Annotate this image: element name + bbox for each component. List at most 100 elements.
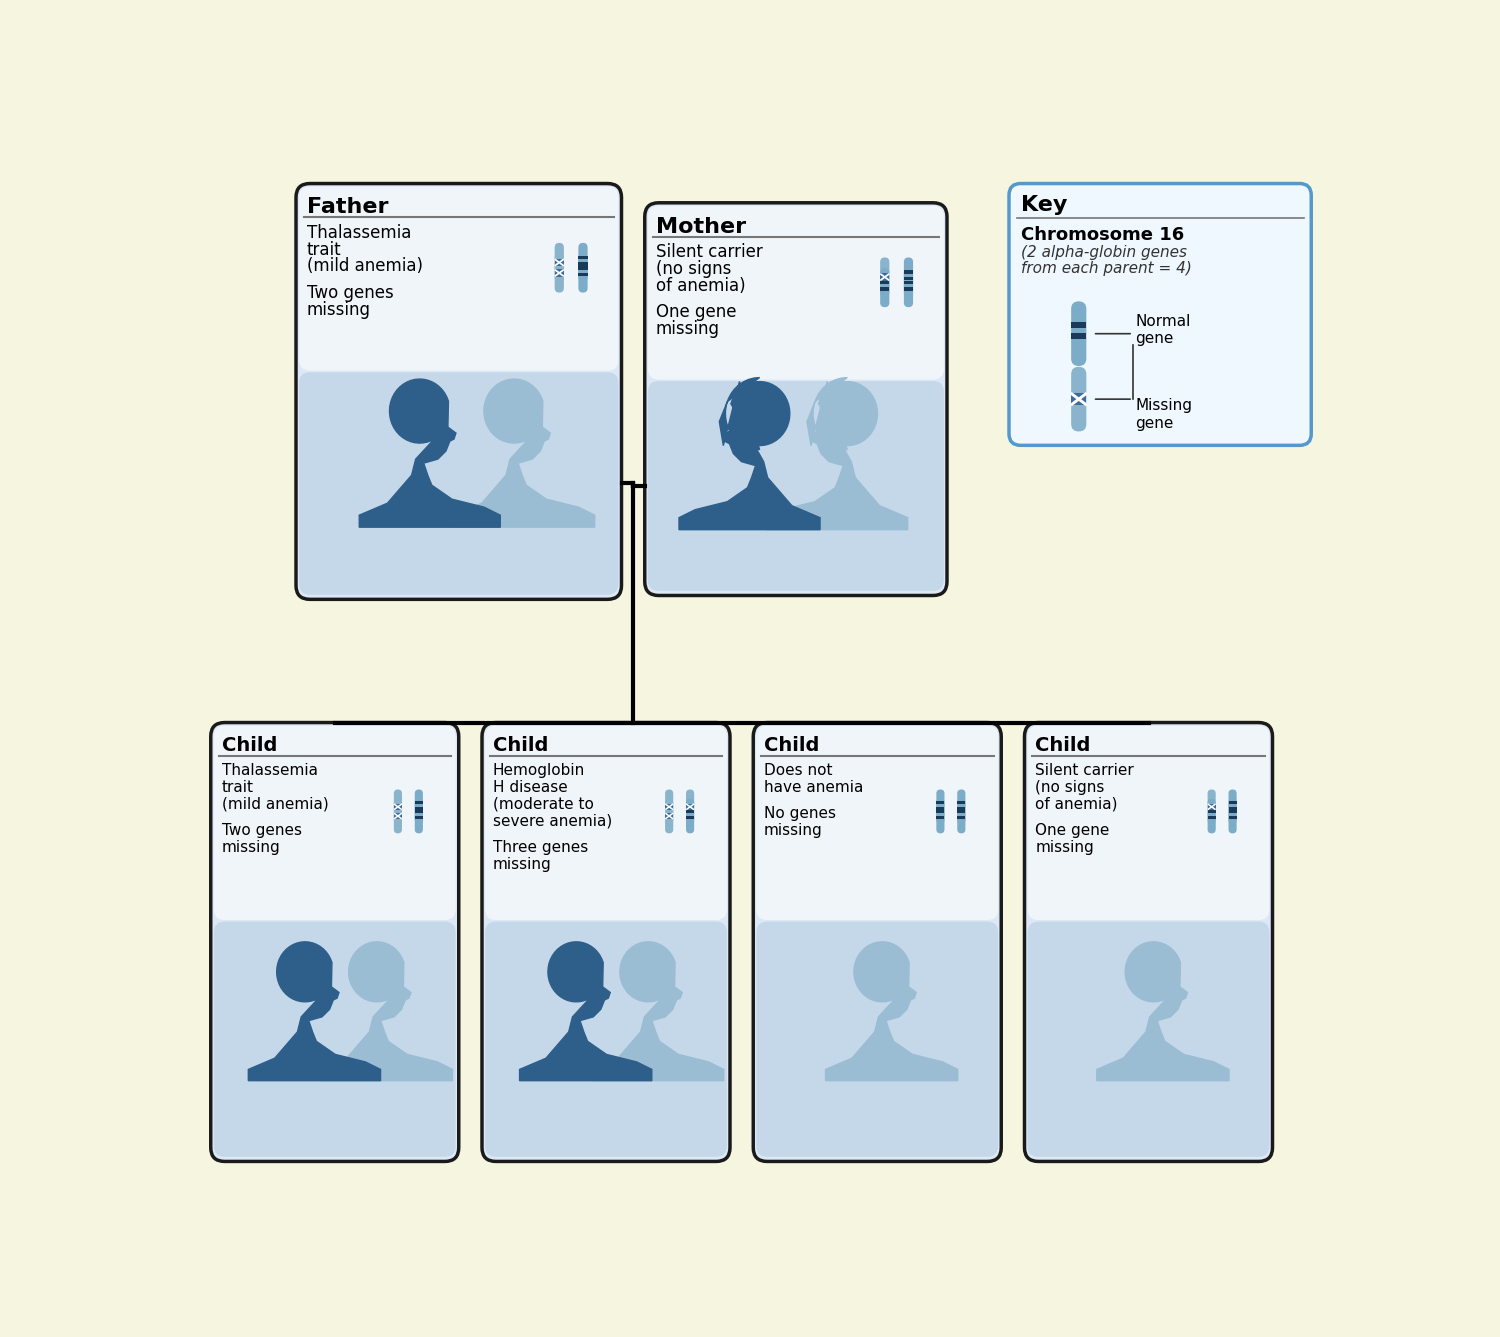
Text: (2 alpha-globin genes: (2 alpha-globin genes [1020,245,1186,261]
FancyBboxPatch shape [210,722,459,1162]
Text: (no signs: (no signs [656,259,730,278]
Text: No genes: No genes [764,806,836,821]
FancyBboxPatch shape [936,789,945,824]
Text: of anemia): of anemia) [656,277,746,294]
Bar [957,810,966,813]
FancyBboxPatch shape [957,789,966,824]
Text: Two genes: Two genes [308,283,393,302]
Text: Silent carrier: Silent carrier [1035,762,1134,778]
Bar [1208,810,1215,813]
Text: missing: missing [308,301,370,318]
Text: Child: Child [1035,737,1090,755]
Bar [1071,333,1086,340]
Text: (moderate to: (moderate to [494,797,594,812]
Polygon shape [720,377,759,449]
FancyBboxPatch shape [880,258,890,297]
Text: missing: missing [656,320,720,338]
Bar [936,806,945,810]
Text: severe anemia): severe anemia) [494,813,612,829]
Bar [416,806,423,810]
Text: H disease: H disease [494,779,567,794]
Text: from each parent = 4): from each parent = 4) [1020,261,1191,275]
Bar [579,262,588,266]
Text: missing: missing [494,857,552,872]
Polygon shape [320,941,453,1080]
Text: (mild anemia): (mild anemia) [222,797,328,812]
Text: have anemia: have anemia [764,779,864,794]
FancyBboxPatch shape [579,243,588,282]
Bar [1208,816,1215,820]
FancyBboxPatch shape [555,253,564,293]
Bar [416,816,423,820]
Bar [1071,322,1086,329]
Text: One gene: One gene [656,303,736,321]
Text: trait: trait [222,779,254,794]
Text: Child: Child [222,737,278,755]
Text: Father: Father [308,198,388,218]
FancyBboxPatch shape [904,267,914,308]
FancyBboxPatch shape [1071,301,1086,366]
Text: of anemia): of anemia) [1035,797,1118,812]
FancyBboxPatch shape [298,372,618,595]
FancyBboxPatch shape [214,726,456,920]
Bar [936,801,945,804]
Bar [957,806,966,810]
Text: Does not: Does not [764,762,832,778]
Text: (mild anemia): (mild anemia) [308,258,423,275]
FancyBboxPatch shape [296,183,621,599]
Text: (no signs: (no signs [1035,779,1104,794]
FancyBboxPatch shape [482,722,730,1162]
Bar [394,804,402,810]
Bar [880,281,890,285]
Bar [664,804,674,810]
FancyBboxPatch shape [416,798,423,833]
FancyBboxPatch shape [1228,798,1236,833]
Bar [686,804,694,810]
Bar [1228,801,1236,804]
FancyBboxPatch shape [1024,722,1272,1162]
FancyBboxPatch shape [648,381,944,591]
Polygon shape [680,381,820,529]
FancyBboxPatch shape [214,921,456,1157]
Bar [394,813,402,820]
Text: Child: Child [764,737,819,755]
Text: trait: trait [308,241,342,258]
Polygon shape [249,941,381,1080]
Bar [579,266,588,270]
Polygon shape [591,941,723,1080]
FancyBboxPatch shape [904,258,914,297]
Text: missing: missing [764,822,824,838]
Bar [416,801,423,804]
Polygon shape [766,381,908,529]
Bar [880,274,890,281]
Bar [686,816,694,820]
Text: Normal
gene: Normal gene [1136,314,1191,346]
Text: Two genes: Two genes [222,822,302,838]
Bar [1228,806,1236,810]
FancyBboxPatch shape [484,921,728,1157]
Bar [555,269,564,277]
Polygon shape [453,380,594,527]
Text: Child: Child [494,737,548,755]
FancyBboxPatch shape [756,921,998,1157]
Bar [936,810,945,813]
Bar [904,270,914,274]
FancyBboxPatch shape [394,789,402,824]
FancyBboxPatch shape [1208,798,1215,833]
FancyBboxPatch shape [1071,366,1086,432]
FancyBboxPatch shape [416,789,423,824]
Bar [579,273,588,277]
Text: Three genes: Three genes [494,840,588,854]
Bar [904,287,914,291]
Bar [1071,393,1086,405]
FancyBboxPatch shape [664,798,674,833]
Bar [579,255,588,259]
Bar [1228,810,1236,813]
Text: Hemoglobin: Hemoglobin [494,762,585,778]
Text: missing: missing [222,840,280,854]
FancyBboxPatch shape [484,726,728,920]
FancyBboxPatch shape [645,203,946,595]
Bar [555,259,564,266]
FancyBboxPatch shape [1208,789,1215,824]
Polygon shape [825,941,958,1080]
